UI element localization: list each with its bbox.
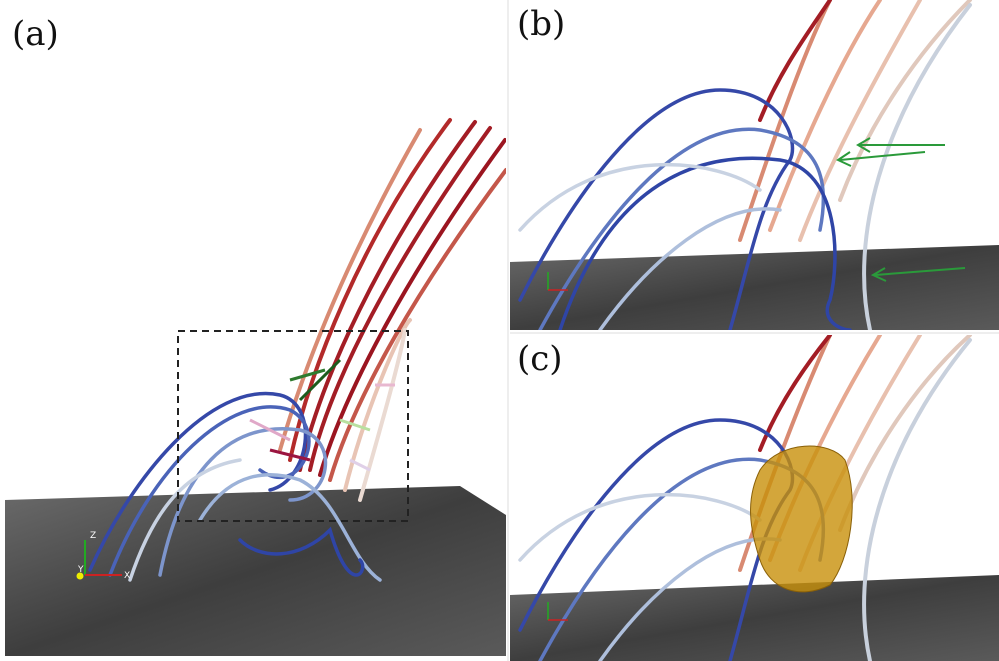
panel-a: Z Y X (a): [5, 14, 506, 656]
panel-label: (a): [12, 14, 59, 54]
panel-label: (b): [517, 4, 565, 44]
axis-label: Y: [77, 565, 84, 575]
axis-label: X: [124, 571, 130, 581]
panel-b: (b): [510, 0, 999, 330]
axis-label: Z: [90, 531, 96, 541]
field-lines-red: [280, 120, 506, 500]
panel-label: (c): [517, 339, 563, 379]
figure: Z Y X (a): [0, 0, 999, 661]
panel-c: (c): [510, 335, 999, 661]
volume-isosurface: [751, 446, 853, 592]
